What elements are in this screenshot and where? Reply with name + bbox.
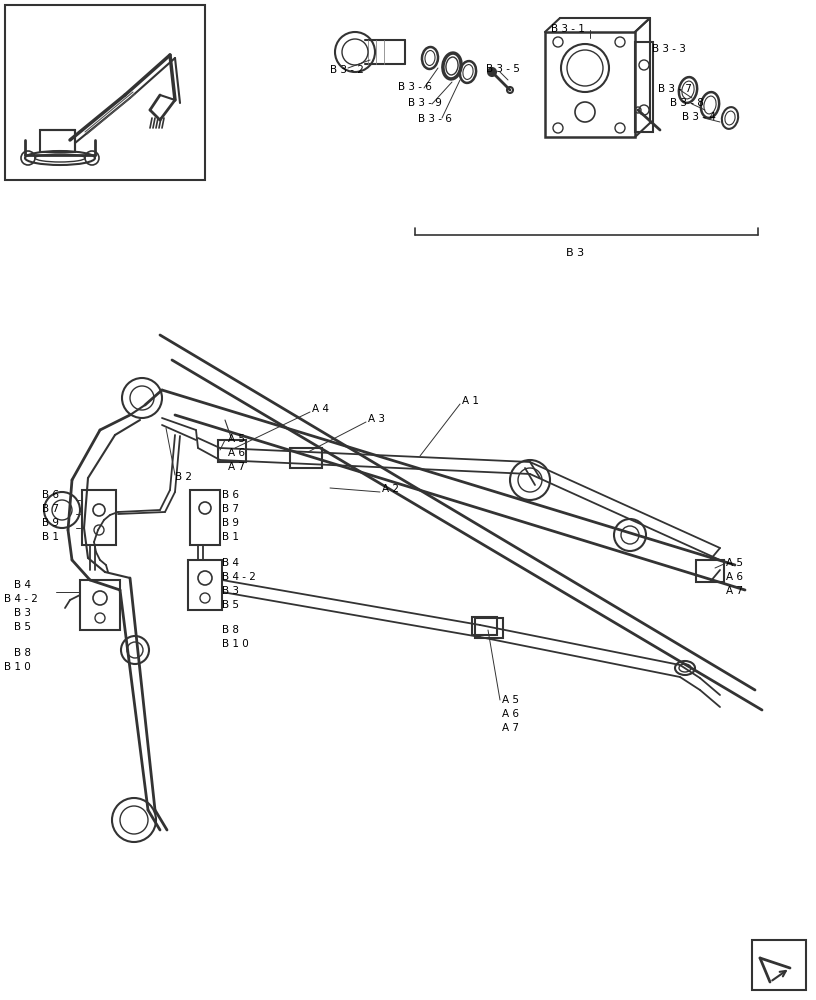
Bar <box>635 42 653 132</box>
Text: B 3 - 2: B 3 - 2 <box>330 65 364 75</box>
Bar <box>80 580 120 630</box>
Text: B 7: B 7 <box>222 504 239 514</box>
Circle shape <box>488 68 496 76</box>
Text: B 1 0: B 1 0 <box>222 639 249 649</box>
Text: B 1: B 1 <box>42 532 59 542</box>
Text: A 7: A 7 <box>502 723 519 733</box>
Text: B 3 - 6: B 3 - 6 <box>418 114 452 124</box>
Text: A 6: A 6 <box>228 448 245 458</box>
Text: B 3 - 7: B 3 - 7 <box>658 84 692 94</box>
Text: B 5: B 5 <box>14 622 31 632</box>
Text: B 4: B 4 <box>222 558 239 568</box>
Text: A 7: A 7 <box>726 586 743 596</box>
Text: B 3 - 1: B 3 - 1 <box>551 24 585 34</box>
Text: A 6: A 6 <box>502 709 519 719</box>
Text: B 4 - 2: B 4 - 2 <box>222 572 256 582</box>
Bar <box>290 448 322 468</box>
Text: A 3: A 3 <box>368 414 385 424</box>
Bar <box>218 440 246 462</box>
Text: B 6: B 6 <box>42 490 59 500</box>
Text: B 9: B 9 <box>42 518 59 528</box>
Text: B 2: B 2 <box>175 472 192 482</box>
Text: B 3 - 3: B 3 - 3 <box>652 44 686 54</box>
Text: A 1: A 1 <box>462 396 479 406</box>
Bar <box>40 130 75 152</box>
Text: B 9: B 9 <box>222 518 239 528</box>
Text: A 4: A 4 <box>312 404 329 414</box>
Bar <box>188 560 222 610</box>
Text: A 5: A 5 <box>502 695 519 705</box>
Text: B 3 - 9: B 3 - 9 <box>408 98 442 108</box>
Text: B 3: B 3 <box>566 248 584 258</box>
Text: A 2: A 2 <box>382 484 399 494</box>
Bar <box>82 490 116 545</box>
Text: A 6: A 6 <box>726 572 743 582</box>
Bar <box>472 617 497 635</box>
Text: A 7: A 7 <box>228 462 245 472</box>
Bar <box>696 560 724 582</box>
Text: B 6: B 6 <box>222 490 239 500</box>
Text: B 3: B 3 <box>222 586 239 596</box>
Text: B 4 - 2: B 4 - 2 <box>4 594 38 604</box>
Text: B 4: B 4 <box>14 580 31 590</box>
Text: B 8: B 8 <box>14 648 31 658</box>
Text: B 3 - 4: B 3 - 4 <box>682 112 716 122</box>
Text: B 3 - 8: B 3 - 8 <box>670 98 704 108</box>
Text: A 5: A 5 <box>228 434 245 444</box>
Text: B 1 0: B 1 0 <box>4 662 31 672</box>
Bar <box>545 32 635 137</box>
Text: A 5: A 5 <box>726 558 743 568</box>
Bar <box>5 5 205 180</box>
Text: B 3 - 5: B 3 - 5 <box>486 64 520 74</box>
Text: B 3 - 6: B 3 - 6 <box>398 82 432 92</box>
Text: B 7: B 7 <box>42 504 59 514</box>
Text: B 5: B 5 <box>222 600 239 610</box>
Bar <box>475 618 503 638</box>
Bar <box>752 940 806 990</box>
Text: B 1: B 1 <box>222 532 239 542</box>
Text: B 3: B 3 <box>14 608 31 618</box>
Bar <box>190 490 220 545</box>
Text: B 8: B 8 <box>222 625 239 635</box>
